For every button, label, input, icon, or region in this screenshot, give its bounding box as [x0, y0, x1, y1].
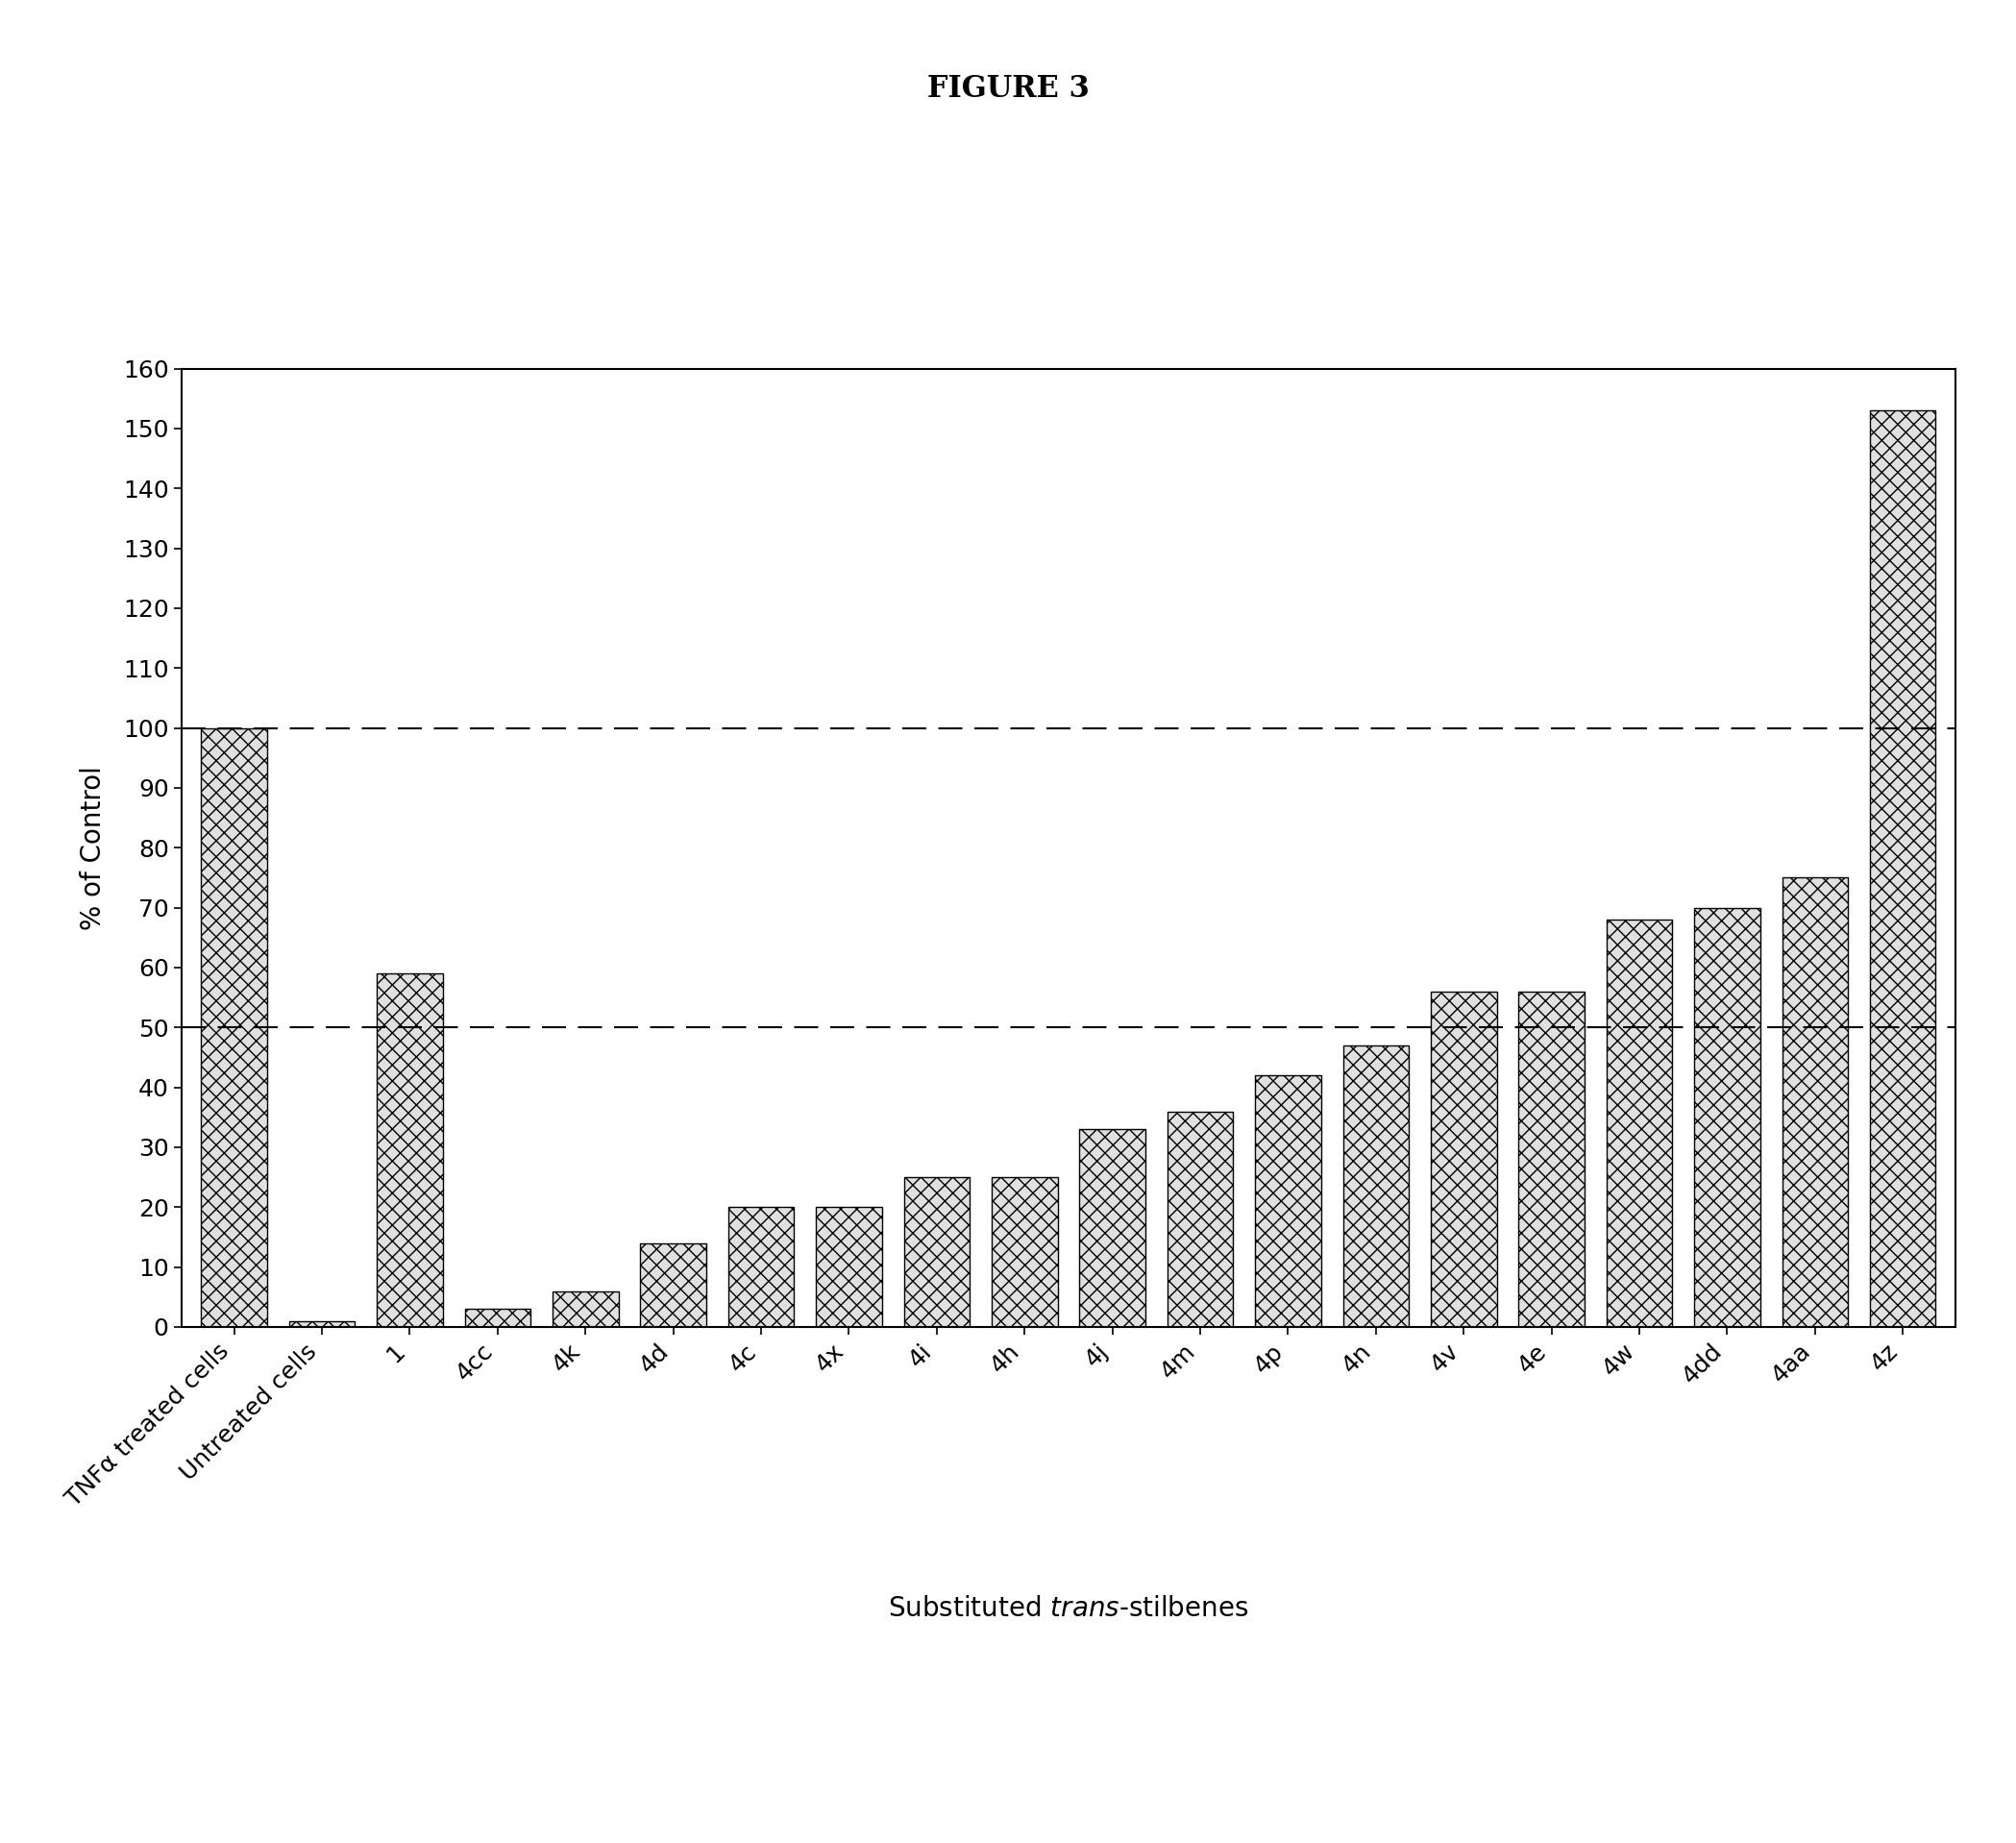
Y-axis label: % of Control: % of Control — [81, 765, 107, 931]
Bar — [1167, 1111, 1234, 1327]
Bar — [1782, 877, 1849, 1327]
Bar — [1079, 1130, 1145, 1327]
Bar — [1431, 992, 1496, 1327]
Text: FIGURE 3: FIGURE 3 — [927, 74, 1089, 103]
Bar — [728, 1207, 794, 1327]
Bar — [464, 1309, 530, 1327]
Bar — [552, 1290, 619, 1327]
Bar — [1256, 1074, 1320, 1327]
Bar — [202, 728, 266, 1327]
Bar — [377, 973, 444, 1327]
Bar — [1343, 1045, 1409, 1327]
Bar — [816, 1207, 881, 1327]
Bar — [288, 1321, 355, 1327]
Bar — [641, 1242, 706, 1327]
Bar — [1871, 411, 1935, 1327]
Bar — [1607, 920, 1673, 1327]
Bar — [903, 1178, 970, 1327]
Bar — [1693, 907, 1760, 1327]
Bar — [992, 1178, 1058, 1327]
Bar — [1518, 992, 1585, 1327]
Text: Substituted $\it{trans}$-stilbenes: Substituted $\it{trans}$-stilbenes — [889, 1596, 1248, 1622]
